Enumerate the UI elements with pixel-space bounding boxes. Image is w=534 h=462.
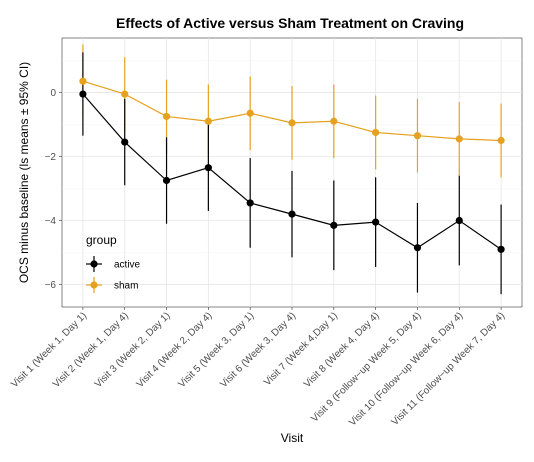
data-point-active <box>288 210 296 218</box>
data-point-sham <box>204 117 212 125</box>
data-point-sham <box>162 112 171 121</box>
legend-key-point-sham <box>90 281 98 289</box>
y-tick-label: −2 <box>45 152 57 163</box>
data-point-active <box>162 176 171 185</box>
legend-key-point-active <box>90 260 98 268</box>
legend: group active sham <box>86 233 141 293</box>
y-tick-label: −6 <box>45 280 57 291</box>
data-point-active <box>497 245 505 253</box>
y-tick-label: 0 <box>50 88 56 99</box>
legend-label-sham: sham <box>114 281 138 292</box>
data-point-active <box>413 244 422 252</box>
data-point-sham <box>246 109 254 117</box>
data-point-active <box>79 90 87 98</box>
data-point-sham <box>372 128 380 137</box>
data-point-active <box>330 221 338 229</box>
x-axis-title: Visit <box>281 431 304 445</box>
data-point-sham <box>413 132 422 140</box>
data-point-sham <box>121 90 129 98</box>
data-point-active <box>204 164 212 172</box>
data-point-active <box>455 216 463 225</box>
data-point-sham <box>455 135 463 143</box>
y-axis-title: OCS minus baseline (ls means ± 95% CI) <box>17 62 31 283</box>
data-point-sham <box>79 77 87 85</box>
legend-title: group <box>86 233 117 247</box>
data-point-sham <box>497 136 505 145</box>
data-point-active <box>246 199 254 207</box>
data-point-active <box>121 138 129 146</box>
data-points <box>79 77 505 253</box>
y-tick-label: −4 <box>45 216 57 227</box>
chart-title: Effects of Active versus Sham Treatment … <box>116 15 464 31</box>
data-point-active <box>372 218 380 226</box>
legend-label-active: active <box>114 260 141 271</box>
data-point-sham <box>330 117 338 125</box>
data-point-sham <box>288 119 296 127</box>
y-axis-ticks: 0 −2 −4 −6 <box>45 88 62 291</box>
